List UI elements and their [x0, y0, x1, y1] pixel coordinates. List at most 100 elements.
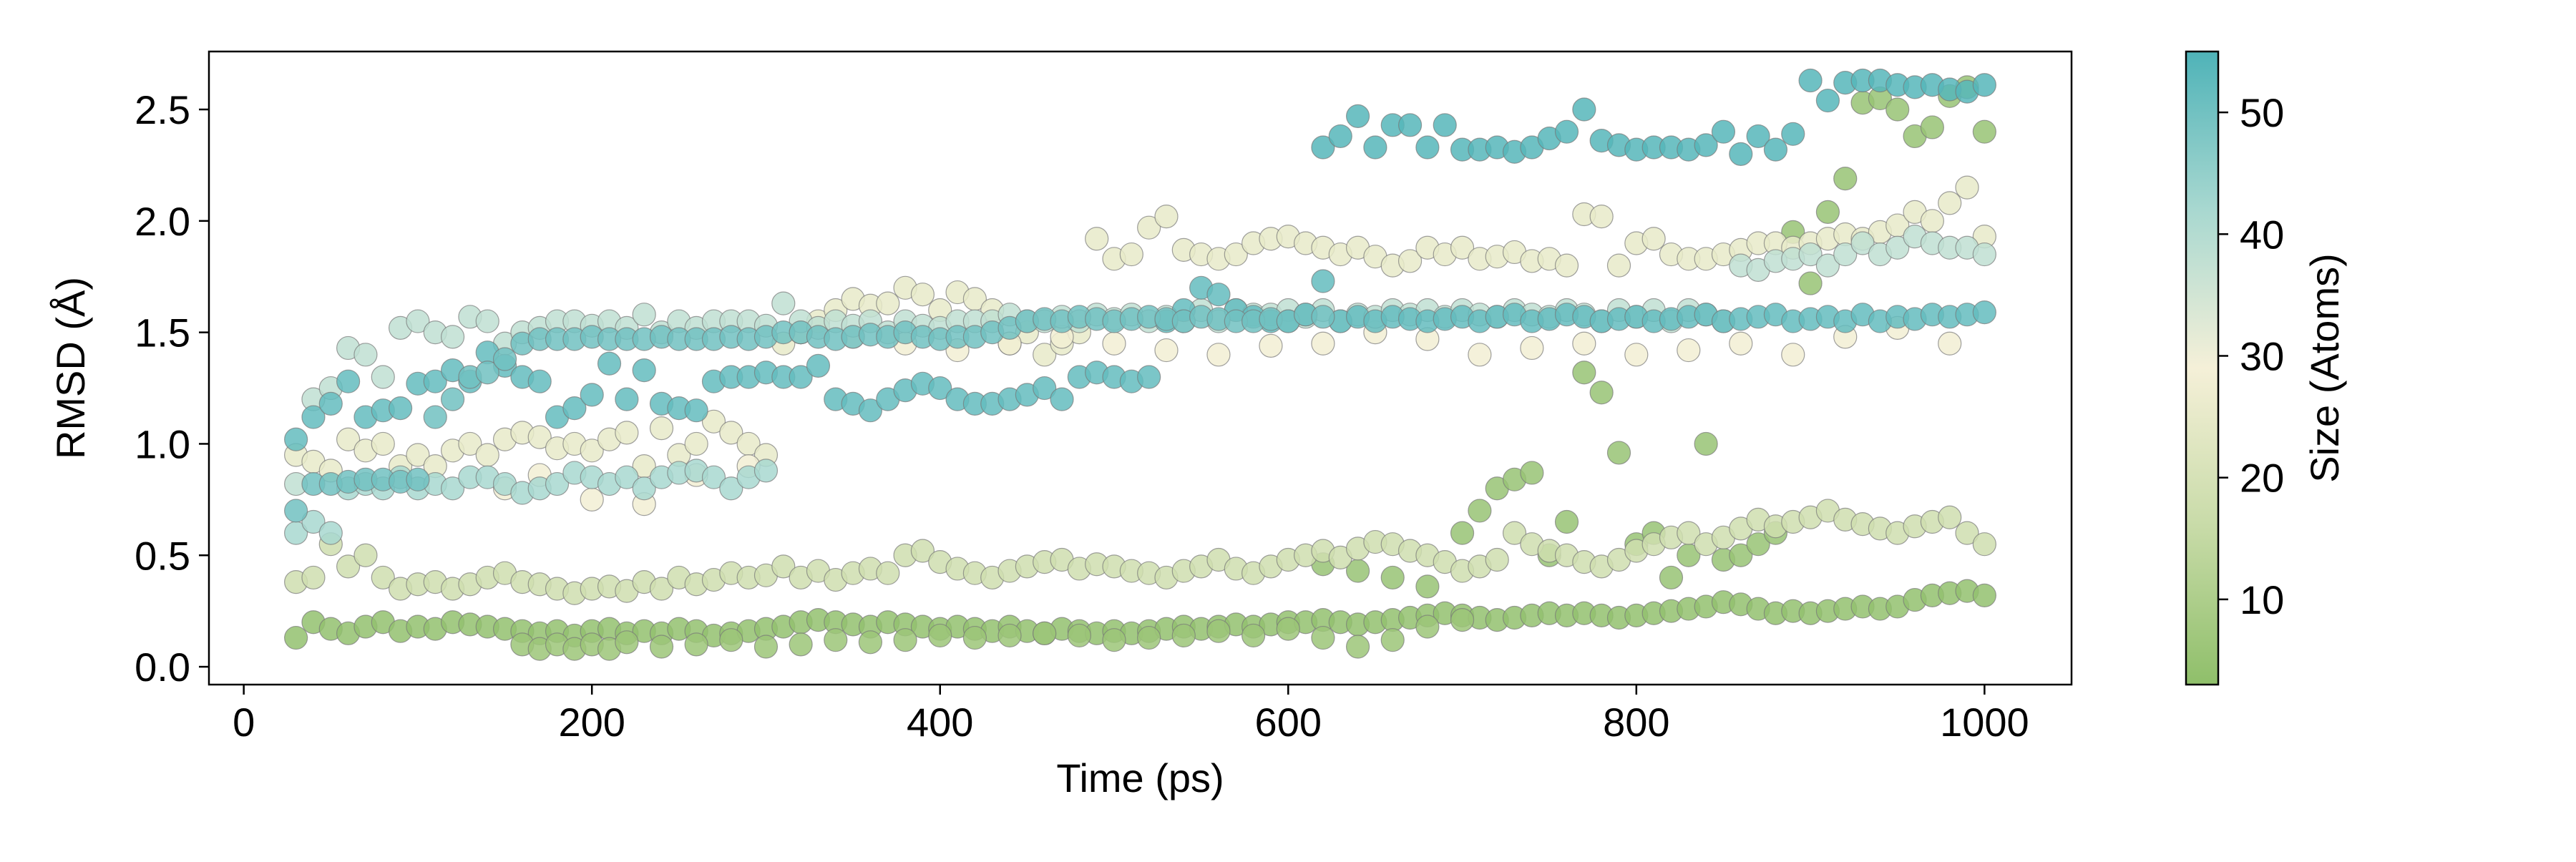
data-point	[701, 409, 726, 434]
data-point	[545, 471, 570, 496]
data-point	[1815, 200, 1840, 224]
data-point	[301, 509, 326, 534]
data-point	[318, 521, 343, 545]
data-point	[1554, 509, 1579, 534]
data-point	[492, 347, 517, 371]
data-point	[824, 628, 848, 652]
y-axis-label: RMSD (Å)	[48, 277, 93, 459]
data-point	[1572, 97, 1596, 122]
data-point	[440, 476, 465, 501]
data-point	[1328, 124, 1352, 149]
data-point	[1955, 521, 1979, 545]
data-point	[406, 467, 430, 491]
data-point	[1694, 431, 1718, 456]
data-point	[1450, 521, 1475, 545]
data-point	[1259, 333, 1283, 358]
y-tick-label: 1.5	[135, 310, 190, 356]
data-point	[1468, 499, 1492, 523]
data-point	[1415, 614, 1440, 639]
data-point	[1729, 543, 1753, 567]
data-point	[1955, 175, 1979, 200]
data-point	[1520, 461, 1544, 485]
data-point	[1397, 249, 1423, 273]
colorbar-tick-label: 40	[2240, 212, 2284, 257]
data-point	[1433, 113, 1457, 137]
data-point	[789, 632, 813, 657]
data-point	[1206, 283, 1231, 307]
data-point	[632, 303, 656, 327]
colorbar-tick-label: 30	[2240, 333, 2284, 378]
data-point	[771, 291, 796, 315]
data-point	[1972, 119, 1996, 144]
data-point	[1589, 204, 1614, 229]
x-tick-label: 0	[233, 700, 255, 745]
data-point	[1520, 336, 1544, 361]
data-point	[1554, 119, 1579, 144]
data-point	[1746, 124, 1770, 149]
data-point	[615, 421, 639, 445]
data-point	[858, 630, 883, 655]
x-axis-label: Time (ps)	[1056, 755, 1224, 800]
data-point	[910, 539, 935, 563]
data-point	[336, 369, 361, 393]
data-point	[684, 632, 708, 657]
data-point	[353, 543, 378, 567]
x-tick-label: 200	[558, 700, 625, 745]
data-point	[580, 487, 604, 511]
series-s10	[284, 269, 1996, 451]
data-point	[440, 325, 465, 349]
data-point	[1677, 521, 1701, 545]
data-point	[876, 291, 900, 315]
data-point	[1206, 343, 1231, 367]
data-point	[1119, 242, 1143, 267]
points-layer	[284, 68, 1996, 661]
data-point	[458, 431, 482, 456]
data-point	[789, 365, 813, 389]
data-point	[1711, 119, 1736, 144]
data-point	[1589, 381, 1614, 405]
data-point	[615, 465, 639, 489]
data-point	[615, 387, 639, 411]
series-s4	[284, 499, 1996, 605]
data-point	[1311, 331, 1335, 356]
data-point	[1311, 625, 1335, 650]
data-point	[1468, 343, 1492, 367]
data-point	[1677, 338, 1701, 363]
data-point	[1171, 623, 1196, 648]
colorbar-label: Size (Atoms)	[2302, 253, 2347, 483]
data-point	[806, 353, 831, 378]
data-point	[371, 365, 395, 389]
data-point	[928, 376, 952, 401]
data-point	[1415, 574, 1440, 599]
data-point	[1606, 253, 1631, 278]
data-point	[353, 343, 378, 367]
colorbar-tick-label: 50	[2240, 90, 2284, 135]
y-tick-label: 1.0	[135, 421, 190, 466]
data-point	[597, 351, 622, 376]
data-point	[1798, 68, 1823, 93]
data-point	[719, 476, 743, 501]
data-point	[527, 425, 552, 449]
data-point	[423, 405, 447, 429]
data-point	[1641, 227, 1666, 251]
data-point	[1972, 583, 1996, 607]
data-point	[580, 439, 604, 463]
data-point	[440, 387, 465, 411]
data-point	[893, 628, 917, 652]
data-point	[1345, 104, 1370, 128]
data-point	[1102, 331, 1126, 356]
plot-frame	[208, 50, 2073, 686]
data-point	[423, 369, 447, 393]
data-point	[1746, 532, 1770, 557]
y-tick-label: 2.5	[135, 87, 190, 132]
data-point	[1085, 227, 1109, 251]
data-point	[284, 427, 308, 451]
data-point	[1885, 235, 1910, 260]
series-s11	[284, 303, 1335, 523]
data-point	[1415, 135, 1440, 160]
data-point	[615, 630, 639, 655]
data-point	[1781, 343, 1805, 367]
data-point	[406, 443, 430, 467]
data-point	[1311, 305, 1335, 329]
